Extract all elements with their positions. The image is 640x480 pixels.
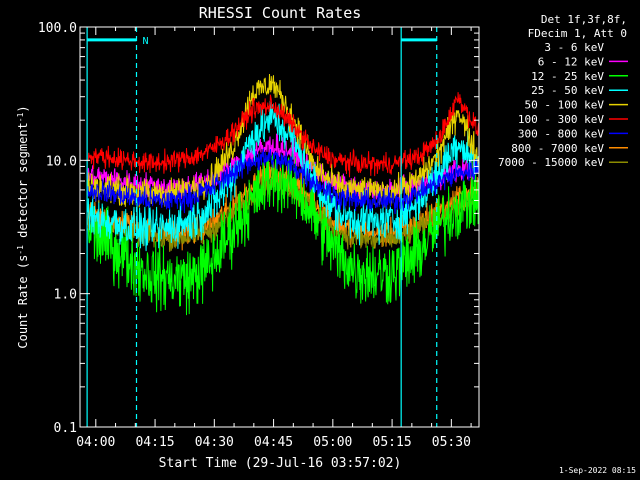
- y-axis-label-exponent-1: -1: [16, 245, 25, 255]
- legend-header-line-2: FDecim 1, Att 0: [528, 27, 627, 40]
- legend-header-line-1: Det 1f,3f,8f,: [541, 13, 627, 26]
- y-axis-label: Count Rate (s-1 detector segment-1): [16, 105, 30, 348]
- legend: Det 1f,3f,8f, FDecim 1, Att 0 3 - 6 keV6…: [498, 13, 628, 169]
- series-line: [87, 92, 479, 178]
- x-tick-label: 04:00: [76, 435, 115, 450]
- y-tick-label: 100.0: [38, 21, 77, 36]
- y-tick-label: 0.1: [54, 421, 77, 436]
- series-line: [87, 100, 479, 252]
- x-tick-label: 04:45: [254, 435, 293, 450]
- x-tick-label: 05:15: [373, 435, 412, 450]
- x-tick-label: 05:00: [313, 435, 352, 450]
- y-axis: 0.1 1.0 10.0 100.0: [38, 21, 479, 436]
- y-axis-label-end: ): [16, 105, 30, 112]
- y-axis-label-exponent-2: -1: [16, 112, 25, 122]
- x-axis: 04:00 04:15 04:30 04:45 05:00 05:15 05:30: [76, 27, 472, 450]
- attenuator-state-label: N: [142, 36, 148, 47]
- y-axis-label-middle: detector segment: [16, 122, 30, 245]
- y-tick-label: 10.0: [46, 154, 77, 169]
- legend-entry-label: 6 - 12 keV: [538, 55, 605, 68]
- legend-entry-label: 25 - 50 keV: [531, 84, 604, 97]
- series-layer: [87, 73, 479, 316]
- legend-entry-label: 800 - 7000 keV: [511, 142, 604, 155]
- y-axis-label-main: Count Rate (s: [16, 255, 30, 349]
- legend-entry-label: 3 - 6 keV: [544, 41, 604, 54]
- attenuator-marker-layer: N: [86, 27, 438, 427]
- legend-entry-label: 100 - 300 keV: [518, 113, 604, 126]
- series-line: [87, 144, 479, 316]
- plot-frame: [79, 26, 480, 428]
- legend-entry-label: 12 - 25 keV: [531, 70, 604, 83]
- series-line: [87, 148, 479, 215]
- legend-entry-label: 50 - 100 keV: [525, 99, 605, 112]
- chart-title: RHESSI Count Rates: [199, 4, 362, 22]
- footer-timestamp: 1-Sep-2022 08:15: [559, 466, 636, 475]
- legend-entry-label: 300 - 800 keV: [518, 127, 604, 140]
- x-tick-label: 04:30: [195, 435, 234, 450]
- x-tick-label: 05:30: [432, 435, 471, 450]
- legend-entry-label: 7000 - 15000 keV: [498, 156, 604, 169]
- x-tick-label: 04:15: [135, 435, 174, 450]
- x-axis-label: Start Time (29-Jul-16 03:57:02): [159, 456, 402, 471]
- y-tick-label: 1.0: [54, 288, 77, 303]
